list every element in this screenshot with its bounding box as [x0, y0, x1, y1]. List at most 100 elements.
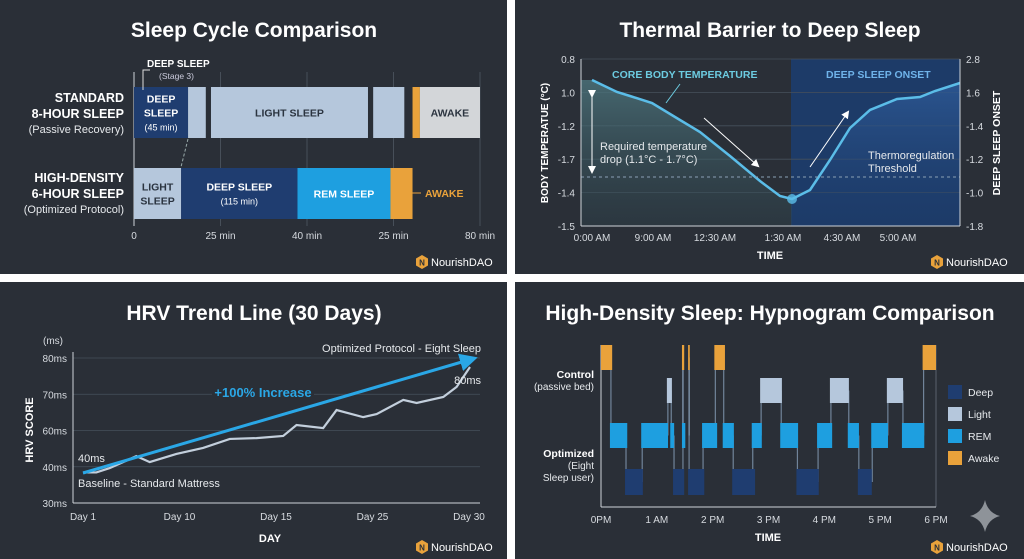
chart-title: HRV Trend Line (30 Days) — [126, 302, 381, 325]
row-sublabel: (passive bed) — [534, 382, 594, 393]
hypnogram-segment-deep — [673, 469, 685, 495]
hypnogram-segment-deep — [732, 469, 756, 495]
annotation-text: Required temperature — [600, 141, 707, 153]
y-tick-label: -1.2 — [558, 122, 576, 133]
bar-segment-awake — [390, 168, 413, 219]
x-tick-label: 1 AM — [645, 515, 668, 526]
x-tick-label: 5:00 AM — [880, 233, 917, 244]
logo-icon — [931, 540, 943, 554]
hypnogram-segment-awake — [601, 345, 613, 370]
x-tick-label: 0:00 AM — [574, 233, 611, 244]
annotation-text: Thermoregulation — [868, 150, 954, 162]
row-sublabel: (Optimized Protocol) — [24, 204, 124, 216]
brand-name: NourishDAO — [431, 257, 493, 269]
y-right-tick-label: -1.2 — [966, 155, 984, 166]
legend-label: Light — [968, 409, 991, 421]
row-label: STANDARD — [55, 91, 124, 105]
logo-mark: N — [419, 259, 425, 268]
hypnogram-segment-rem — [780, 423, 799, 448]
trend-label: +100% Increase — [214, 385, 311, 400]
x-tick-label: 25 min — [205, 231, 235, 242]
region-label: DEEP SLEEP ONSET — [826, 69, 931, 81]
y-axis-title: BODY TEMPERATUE (°C) — [540, 83, 551, 203]
bar-segment-light — [210, 87, 368, 138]
bar-segment-deep — [134, 87, 189, 138]
row-label: 6-HOUR SLEEP — [32, 187, 124, 201]
x-axis-title: TIME — [757, 250, 783, 262]
trend-arrow — [82, 353, 478, 475]
brand-name: NourishDAO — [946, 257, 1008, 269]
trend-label-bg — [212, 384, 314, 400]
y-right-tick-label: -1.4 — [966, 122, 984, 133]
series-label: CORE BODY TEMPERATURE — [612, 69, 757, 81]
bar-label: DEEP — [147, 94, 176, 106]
x-tick-label: Day 1 — [70, 512, 97, 523]
x-tick-label: 80 min — [465, 231, 495, 242]
hypnogram-segment-rem — [751, 423, 762, 448]
row-label: Control — [557, 369, 594, 381]
x-tick-label: Day 15 — [260, 512, 292, 523]
bracket-line — [142, 69, 150, 90]
x-tick-label: 9:00 AM — [635, 233, 672, 244]
x-tick-label: 6 PM — [924, 515, 947, 526]
row-label: HIGH-DENSITY — [34, 171, 124, 185]
legend-swatch-light — [948, 407, 962, 421]
panel-hrv — [0, 282, 507, 559]
logo-icon — [931, 255, 943, 269]
x-tick-label: 5 PM — [868, 515, 891, 526]
hypnogram-segment-light — [760, 378, 782, 403]
logo-mark: N — [419, 544, 425, 553]
hypnogram-segment-rem — [847, 423, 859, 448]
annotation-text: Threshold — [868, 163, 917, 175]
x-tick-label: Day 30 — [453, 512, 485, 523]
row-sublabel: (Passive Recovery) — [29, 124, 124, 136]
legend-swatch-rem — [948, 429, 962, 443]
start-value: 40ms — [78, 453, 105, 465]
deep-sleep-sub: (Stage 3) — [159, 71, 194, 81]
y-right-tick-label: -1.0 — [966, 189, 984, 200]
temperature-line — [591, 78, 961, 201]
bar-label: AWAKE — [431, 108, 470, 120]
brand-name: NourishDAO — [946, 542, 1008, 554]
hypnogram-segment-rem — [871, 423, 888, 448]
y-axis-title: HRV SCORE — [24, 397, 36, 462]
x-tick-label: 0 — [131, 231, 137, 242]
hypnogram-segment-awake — [922, 345, 936, 370]
hypnogram-segment-rem — [901, 423, 925, 448]
legend-label: Awake — [968, 453, 999, 465]
hypnogram-segment-awake — [714, 345, 725, 370]
hypnogram-segment-rem — [681, 423, 686, 448]
up-arrow — [809, 110, 850, 168]
y-tick-label: 1.0 — [561, 88, 575, 99]
hypnogram-segment-rem — [670, 423, 675, 448]
legend-label: REM — [968, 431, 991, 443]
bar-segment-rem — [297, 168, 391, 219]
temperature-area — [581, 80, 792, 226]
x-tick-label: 4 PM — [813, 515, 836, 526]
y-right-tick-label: -1.8 — [966, 222, 984, 233]
bar-label: (115 min) — [221, 197, 258, 207]
chart-title: High-Density Sleep: Hypnogram Comparison — [545, 302, 994, 325]
y-right-tick-label: 2.8 — [966, 55, 980, 66]
y-tick-label: -1.4 — [558, 189, 576, 200]
legend-swatch-deep — [948, 385, 962, 399]
bar-label: (45 min) — [145, 123, 178, 133]
bar-label: SLEEP — [140, 196, 174, 208]
y-tick-label: 70ms — [43, 390, 67, 401]
x-tick-label: 40 min — [292, 231, 322, 242]
panel-hypnogram — [515, 282, 1024, 559]
y-tick-label: -1.7 — [558, 155, 576, 166]
hypnogram-segment-light — [829, 378, 849, 403]
x-axis-title: TIME — [755, 532, 781, 544]
x-tick-label: Day 10 — [164, 512, 196, 523]
end-value: 80ms — [454, 375, 481, 387]
hypnogram-segment-rem — [641, 423, 668, 448]
hypnogram-segment-rem — [722, 423, 734, 448]
series-pointer — [665, 83, 681, 104]
bar-segment-light — [373, 87, 405, 138]
onset-area — [792, 83, 960, 226]
logo-icon — [416, 540, 428, 554]
x-tick-label: 0PM — [591, 515, 612, 526]
bar-segment-light — [134, 168, 182, 219]
